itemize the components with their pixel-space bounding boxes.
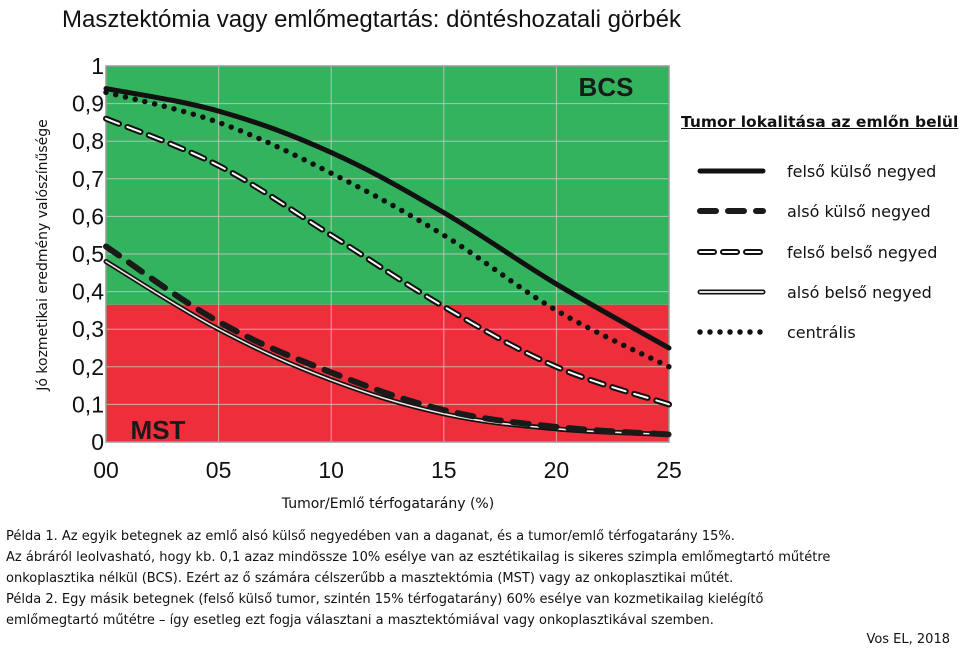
y-tick-label: 0,1 bbox=[72, 391, 104, 417]
legend-item: alsó belső negyed bbox=[697, 283, 932, 302]
legend-label: alsó belső negyed bbox=[787, 283, 932, 302]
series-alsó-külső-negyed bbox=[103, 243, 672, 438]
legend-item: felső külső negyed bbox=[697, 162, 936, 181]
y-tick-label: 1 bbox=[91, 53, 104, 79]
legend-label: felső belső negyed bbox=[787, 243, 937, 262]
series-centrális bbox=[103, 89, 672, 370]
zone-mst bbox=[106, 304, 669, 442]
y-tick-label: 0,7 bbox=[72, 166, 104, 192]
series-felső-külső-negyed bbox=[103, 86, 672, 351]
y-tick-label: 0,3 bbox=[72, 316, 104, 342]
series-line bbox=[103, 89, 672, 370]
y-tick-label: 0,8 bbox=[72, 128, 104, 154]
series-line bbox=[103, 243, 672, 438]
plot-frame bbox=[105, 65, 670, 443]
note-line: onkoplasztika nélkül (BCS). Ezért az ő s… bbox=[6, 571, 734, 586]
x-tick-label: 10 bbox=[318, 457, 344, 483]
series-line-inner bbox=[105, 117, 670, 406]
x-tick-label: 25 bbox=[656, 457, 682, 483]
series-line bbox=[103, 86, 672, 351]
note-line: Példa 2. Egy másik betegnek (felső külső… bbox=[6, 592, 764, 607]
legend-label: felső külső negyed bbox=[787, 162, 936, 181]
zone-label-mst: MST bbox=[131, 415, 186, 445]
note-line: Az ábráról leolvasható, hogy kb. 0,1 aza… bbox=[6, 550, 831, 565]
legend-item: felső belső negyed bbox=[697, 243, 937, 262]
x-tick-label: 05 bbox=[206, 457, 232, 483]
y-tick-label: 0,2 bbox=[72, 354, 104, 380]
y-tick-label: 0,5 bbox=[72, 241, 104, 267]
example-notes: Példa 1. Az egyik betegnek az emlő alsó … bbox=[6, 526, 966, 631]
chart: 0 0,1 0,2 0,3 0,4 0,5 0,6 0,7 0,8 0,9 1 00 05 10 15 20… bbox=[35, 53, 937, 512]
y-tick-label: 0,9 bbox=[72, 91, 104, 117]
legend-label: alsó külső negyed bbox=[787, 202, 931, 221]
note-line: emlőmegtartó műtétre – így esetleg ezt f… bbox=[6, 613, 714, 628]
x-tick-label: 20 bbox=[544, 457, 570, 483]
chart-title: Masztektómia vagy emlőmegtartás: döntésh… bbox=[62, 6, 681, 33]
x-tick-label: 15 bbox=[431, 457, 457, 483]
legend-title: Tumor lokalitása az emlőn belül bbox=[681, 113, 959, 131]
y-tick-label: 0 bbox=[91, 429, 104, 455]
y-axis-label: Jó kozmetikai eredmény valószínűsége bbox=[35, 119, 51, 392]
legend-label: centrális bbox=[787, 323, 856, 342]
zone-label-bcs: BCS bbox=[579, 72, 634, 102]
source-citation: Vos EL, 2018 bbox=[866, 632, 950, 647]
x-tick-label: 00 bbox=[93, 457, 119, 483]
legend-item: centrális bbox=[697, 323, 856, 342]
series-felső-belső-negyed bbox=[103, 115, 672, 408]
legend-item: alsó külső negyed bbox=[697, 202, 931, 221]
note-line: Példa 1. Az egyik betegnek az emlő alsó … bbox=[6, 529, 735, 544]
y-tick-label: 0,6 bbox=[72, 203, 104, 229]
x-axis-label: Tumor/Emlő térfogatarány (%) bbox=[281, 496, 494, 512]
y-tick-label: 0,4 bbox=[72, 279, 104, 305]
